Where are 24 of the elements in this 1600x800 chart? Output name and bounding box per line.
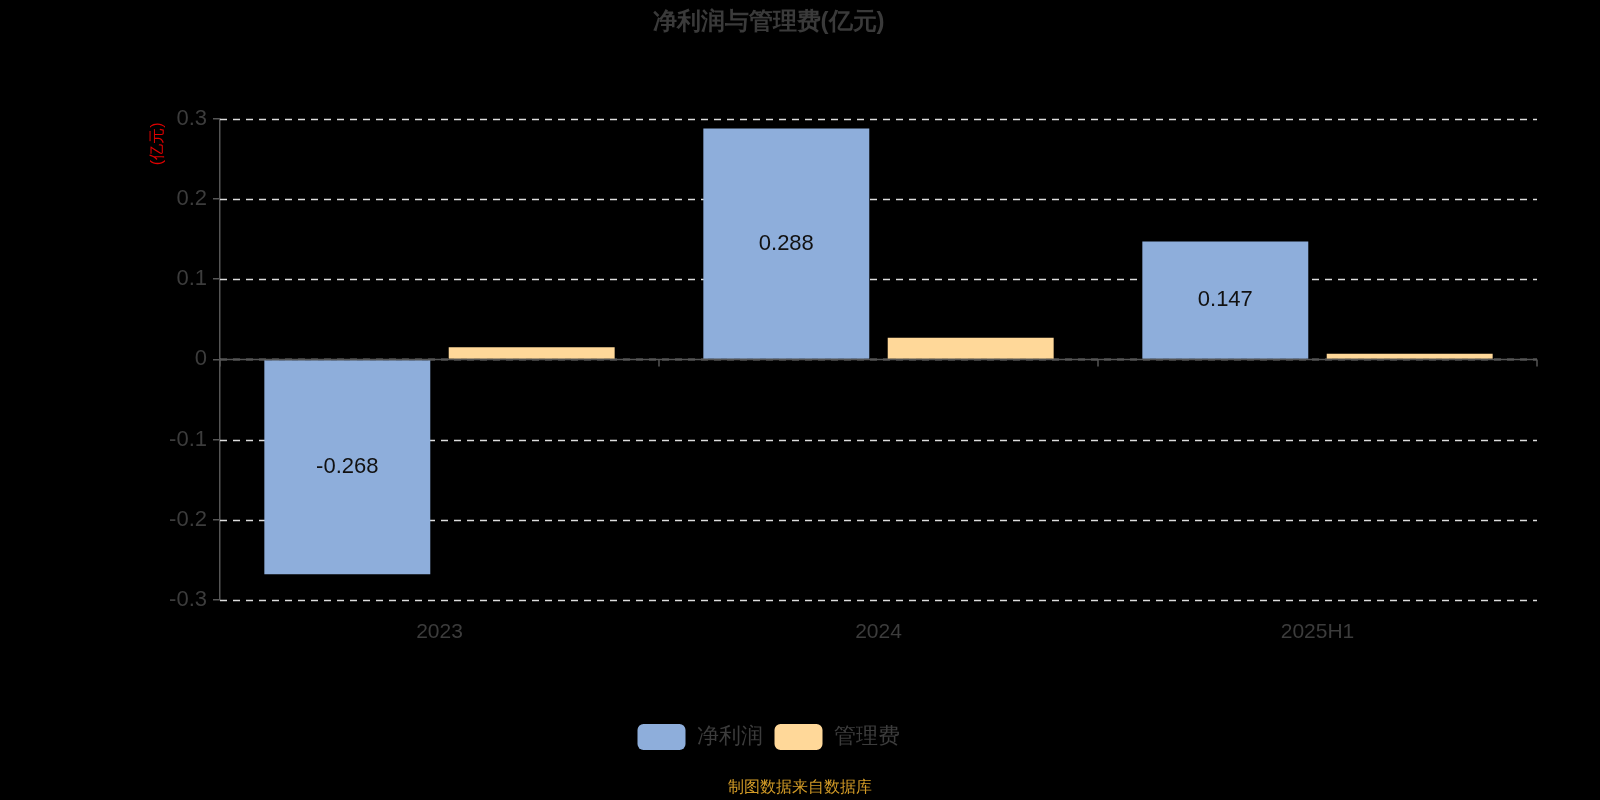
x-tick-label: 2023 [416, 619, 463, 643]
x-tick-label: 2024 [855, 619, 903, 643]
bar [703, 128, 870, 359]
bar [1142, 241, 1309, 359]
y-tick-label: -0.3 [169, 586, 207, 612]
x-tick-label: 2025H1 [1280, 619, 1355, 643]
bar [1326, 353, 1493, 359]
bar [264, 360, 431, 575]
y-tick-label: 0 [194, 345, 207, 371]
legend-label: 净利润 [696, 723, 763, 749]
y-tick-label: 0.3 [176, 104, 207, 130]
chart-title: 净利润与管理费(亿元) [652, 7, 885, 35]
y-tick-label: 0.2 [176, 185, 207, 211]
y-tick-label: 0.1 [176, 265, 207, 291]
y-tick-label: -0.1 [169, 425, 207, 451]
y-axis-title: (亿元) [148, 122, 166, 166]
text: 制图数据来自数据库 [728, 778, 872, 796]
data-label: 0.147 [1197, 286, 1253, 312]
bar [448, 347, 615, 359]
y-tick-label: -0.2 [169, 505, 207, 531]
data-label: 0.288 [758, 229, 814, 255]
data-label: -0.268 [316, 453, 379, 479]
bar [887, 337, 1054, 359]
legend-label: 管理费 [833, 723, 900, 749]
